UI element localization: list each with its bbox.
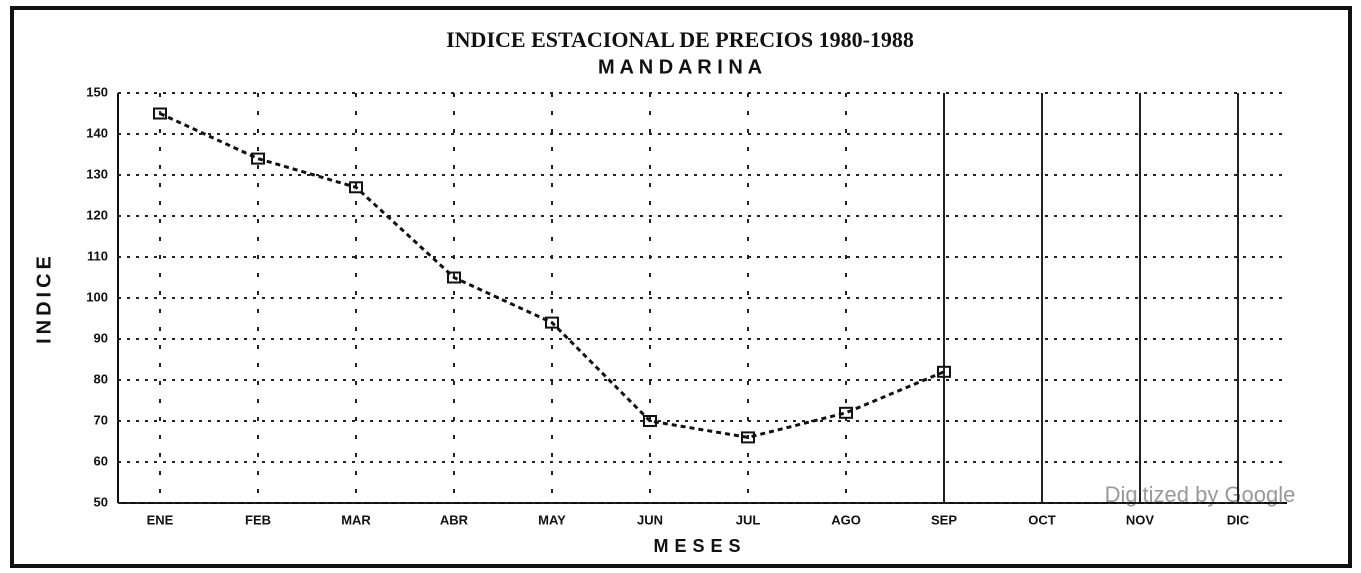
point-marker xyxy=(349,181,363,194)
y-tick-label: 80 xyxy=(94,371,108,386)
x-tick-label: MAY xyxy=(538,512,566,527)
x-tick-label: JUL xyxy=(736,512,761,527)
y-tick-label: 70 xyxy=(94,412,108,427)
y-tick-label: 110 xyxy=(87,248,108,263)
x-tick-label: NOV xyxy=(1126,512,1155,527)
frame xyxy=(10,6,1352,568)
x-axis-label: MESES xyxy=(653,536,746,556)
point-marker xyxy=(153,107,167,120)
point-marker xyxy=(545,316,559,329)
y-axis-label: INDICE xyxy=(33,252,55,344)
point-marker xyxy=(251,152,265,165)
x-tick-label: JUN xyxy=(637,512,663,527)
y-tick-label: 150 xyxy=(86,84,108,99)
y-tick-label: 120 xyxy=(86,207,108,222)
y-tick-label: 50 xyxy=(94,494,108,509)
chart-title: INDICE ESTACIONAL DE PRECIOS 1980-1988 xyxy=(446,27,914,52)
x-tick-label: ABR xyxy=(440,512,469,527)
y-tick-label: 130 xyxy=(86,166,108,181)
x-tick-label: DIC xyxy=(1227,512,1250,527)
x-tick-label: FEB xyxy=(245,512,271,527)
y-tick-label: 100 xyxy=(86,289,108,304)
x-tick-label: SEP xyxy=(931,512,957,527)
point-marker xyxy=(643,415,657,427)
series-line xyxy=(159,112,945,439)
y-tick-label: 140 xyxy=(86,125,108,140)
x-tick-label: MAR xyxy=(341,512,371,527)
point-marker xyxy=(937,365,951,378)
x-tick-label: OCT xyxy=(1028,512,1056,527)
point-marker xyxy=(447,271,461,284)
point-marker xyxy=(839,406,853,419)
x-tick-label: AGO xyxy=(831,512,861,527)
chart-subtitle: M A N D A R I N A xyxy=(598,56,762,78)
y-tick-label: 60 xyxy=(94,453,108,468)
y-tick-label: 90 xyxy=(94,330,108,345)
x-tick-label: ENE xyxy=(147,512,174,527)
point-marker xyxy=(741,431,755,444)
